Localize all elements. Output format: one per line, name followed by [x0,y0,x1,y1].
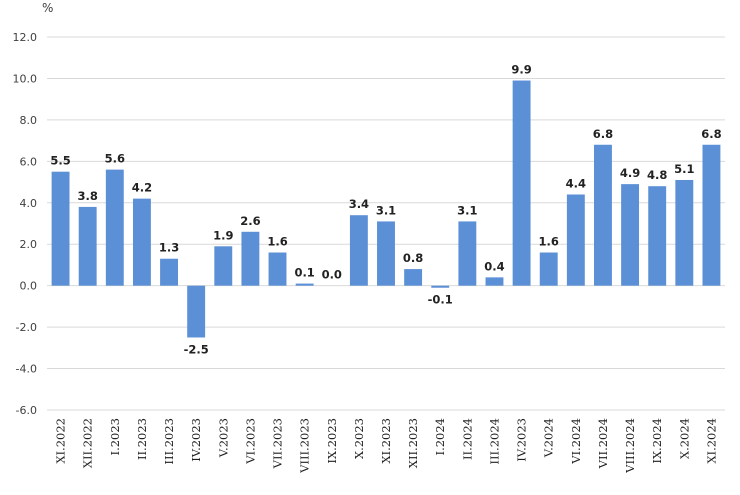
bar [458,221,477,286]
bar [675,179,694,286]
x-category-label: IX.2024 [650,418,664,464]
data-label: 4.8 [647,168,667,182]
data-label: 6.8 [701,127,721,141]
data-label: 1.6 [539,235,559,249]
bar [702,144,721,286]
bar [105,169,124,286]
bar [187,285,206,338]
x-category-label: VI.2024 [569,418,583,465]
data-label: 9.9 [511,63,531,77]
y-tick-label: 12.0 [13,31,38,44]
bar [621,184,640,286]
x-category-label: II.2023 [135,418,149,460]
bar [594,144,612,286]
bar [214,246,233,286]
x-category-label: XII.2023 [406,418,420,468]
data-label: 1.3 [159,241,179,255]
bar [377,221,395,286]
data-label: 5.1 [674,162,694,176]
x-category-label: XI.2023 [379,418,393,464]
y-tick-label: 0.0 [20,280,38,293]
data-label: 3.1 [376,203,396,217]
bars [51,80,721,338]
x-category-label: IV.2023 [515,418,529,462]
bar [51,171,70,286]
x-category-label: IX.2023 [325,418,339,464]
y-tick-label: -4.0 [16,363,37,376]
y-tick-label: -2.0 [16,321,37,334]
data-label: 1.6 [267,235,287,249]
x-category-label: XI.2022 [54,418,68,464]
bar [349,215,368,286]
y-tick-label: -6.0 [16,404,37,417]
data-label: 3.1 [457,203,477,217]
y-tick-label: 6.0 [20,155,38,168]
x-category-label: IV.2023 [189,418,203,462]
x-category-label: II.2024 [460,418,474,460]
bar [648,186,667,286]
data-label: 5.6 [105,152,125,166]
x-category-label: VIII.2024 [623,418,637,474]
y-tick-label: 10.0 [13,72,38,85]
x-category-label: V.2024 [542,418,556,458]
bar [539,252,558,286]
y-tick-label: 2.0 [20,238,38,251]
data-label: 4.9 [620,166,640,180]
y-axis-tick-labels: 12.0 10.0 8.0 6.0 4.0 2.0 0.0 -2.0 -4.0 -6.0 [13,31,38,417]
data-label: 0.8 [403,251,423,265]
bar [512,80,531,286]
y-axis-unit-label: % [42,1,53,15]
x-category-label: III.2024 [487,418,501,465]
bar [566,194,585,286]
data-label: 0.0 [322,268,342,282]
data-label: 6.8 [593,127,613,141]
x-category-label: V.2023 [216,418,230,458]
data-label: 3.4 [349,197,369,211]
x-category-label: III.2023 [162,418,176,465]
data-label: 0.1 [294,266,314,280]
data-label: -2.5 [184,342,209,356]
x-category-label: VIII.2023 [298,418,312,474]
bar [241,231,260,286]
bar [160,258,178,286]
x-axis-category-labels: XI.2022 XII.2022 I.2023 II.2023 III.2023 IV.2… [54,418,719,474]
x-category-label: I.2024 [433,418,447,455]
x-category-label: X.2023 [352,418,366,459]
x-category-label: VII.2023 [271,418,285,469]
bar [485,277,504,286]
x-category-label: VI.2023 [243,418,257,465]
bar [78,206,97,286]
data-label: 4.2 [132,181,152,195]
data-label: 2.6 [240,214,260,228]
x-category-label: XI.2024 [704,418,718,464]
bar [132,198,151,286]
x-category-label: VII.2024 [596,418,610,469]
data-label: 1.9 [213,228,233,242]
data-label: 4.4 [566,176,586,190]
bar [295,283,314,286]
bar [404,269,423,286]
data-labels: 5.5 3.8 5.6 4.2 1.3 -2.5 1.9 2.6 1.6 0.1 0.0 3.4 3.1… [50,63,721,357]
data-label: 3.8 [77,189,97,203]
x-category-label: I.2023 [108,418,122,455]
data-label: 5.5 [50,154,70,168]
y-tick-label: 4.0 [20,197,38,210]
bar [431,285,450,288]
data-label: -0.1 [428,293,453,307]
y-tick-label: 8.0 [20,114,38,127]
x-category-label: X.2024 [677,418,691,459]
data-label: 0.4 [484,259,504,273]
bar [268,252,287,286]
x-category-label: XII.2022 [81,418,95,468]
